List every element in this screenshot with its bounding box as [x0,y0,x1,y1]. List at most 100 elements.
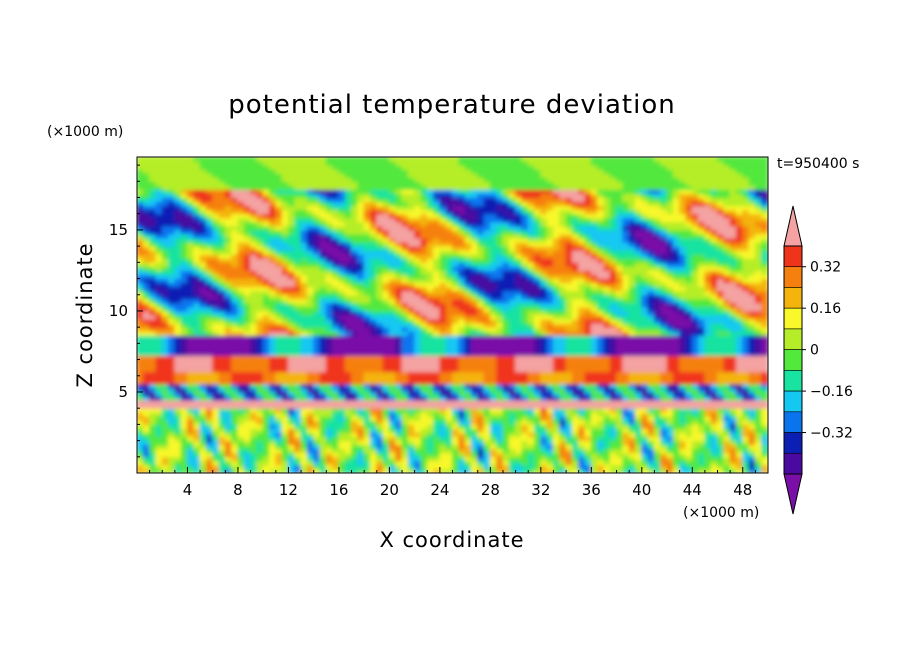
field-cell [647,460,655,466]
field-cell [319,363,327,369]
field-cell [647,383,655,389]
field-cell [666,448,674,454]
field-cell [407,282,416,288]
field-cell [534,419,542,425]
field-cell [269,407,277,413]
field-cell [597,395,605,401]
field-cell [628,436,636,442]
field-cell [452,330,460,336]
field-cell [275,302,283,308]
field-cell [704,346,712,352]
field-cell [470,318,479,324]
field-cell [691,419,700,425]
field-cell [452,302,460,308]
field-cell [382,411,390,417]
field-cell [149,350,157,357]
field-cell [199,399,207,405]
field-cell [395,383,403,389]
field-cell [691,334,700,340]
field-cell [653,375,662,381]
field-cell [174,419,182,425]
field-cell [735,342,744,348]
field-cell [477,326,485,332]
field-cell [174,363,182,369]
field-cell [193,403,201,409]
field-cell [237,391,245,397]
field-cell [395,391,403,397]
field-cell [527,302,536,308]
field-cell [571,310,580,316]
field-cell [483,342,491,348]
field-cell [376,355,384,361]
field-cell [168,440,176,446]
field-cell [414,314,422,320]
field-cell [325,411,334,417]
field-cell [458,286,466,292]
field-cell [742,371,750,377]
field-cell [748,419,756,425]
field-cell [382,419,390,425]
field-cell [313,399,321,405]
field-cell [653,278,662,284]
field-cell [616,306,624,312]
field-cell [666,294,674,300]
field-cell [565,419,573,425]
field-cell [559,363,567,369]
field-cell [168,379,176,385]
field-cell [616,282,624,288]
field-cell [622,391,630,397]
field-cell [306,448,315,454]
field-cell [319,431,327,438]
field-cell [300,346,308,352]
field-cell [559,367,567,373]
field-cell [338,399,346,405]
field-cell [679,294,687,300]
field-cell [452,278,460,284]
field-cell [294,411,302,417]
field-cell [376,375,384,381]
chart-title: potential temperature deviation [228,90,675,120]
field-cell [199,464,207,470]
field-cell [489,436,498,442]
field-cell [653,460,662,466]
field-cell [489,334,498,340]
field-cell [603,314,611,320]
field-cell [559,375,567,381]
field-cell [142,306,151,312]
field-cell [477,294,485,300]
field-cell [761,294,768,300]
field-cell [483,403,491,409]
field-cell [332,273,340,280]
field-cell [508,395,517,401]
field-cell [155,464,163,470]
field-cell [414,363,422,369]
field-cell [552,322,561,328]
field-cell [319,334,327,340]
field-cell [735,350,744,357]
field-cell [294,403,302,409]
field-cell [754,411,763,417]
field-cell [382,318,390,324]
field-cell [502,448,510,454]
field-cell [294,294,302,300]
field-cell [515,342,523,348]
field-cell [590,460,599,466]
field-cell [344,395,353,401]
field-cell [584,330,592,336]
field-cell [357,403,365,409]
field-cell [256,350,264,357]
field-cell [559,423,567,429]
field-cell [622,294,630,300]
field-cell [420,294,428,300]
field-cell [287,298,296,304]
field-cell [496,427,504,433]
field-cell [218,363,226,369]
field-cell [149,399,157,405]
field-cell [735,371,744,377]
field-cell [351,350,359,357]
field-cell [275,355,283,361]
field-cell [294,399,302,405]
field-cell [458,342,466,348]
field-cell [515,269,523,275]
field-cell [735,383,744,389]
